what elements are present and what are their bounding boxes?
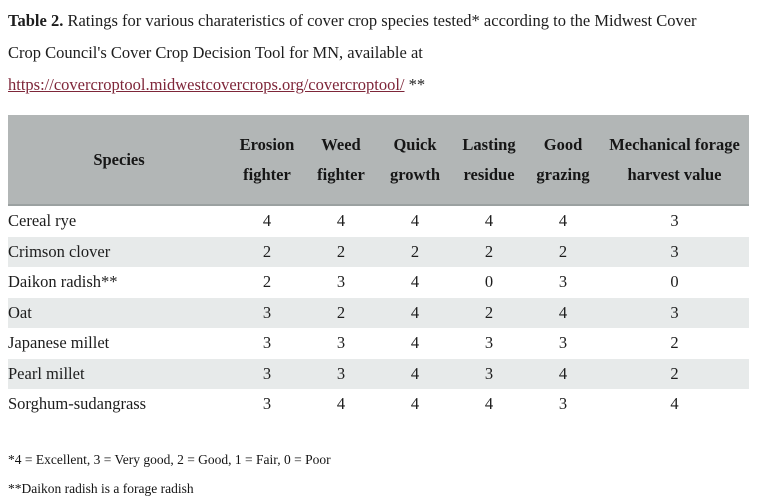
species-cell: Japanese millet [8,333,110,353]
table-row-cereal-rye: Cereal rye 4 4 4 4 4 3 [8,205,749,237]
rating-cell: 3 [558,272,568,292]
rating-cell: 4 [670,394,679,414]
rating-cell: 4 [484,211,494,231]
rating-cell: 0 [484,272,494,292]
rating-cell: 4 [336,394,346,414]
rating-cell: 3 [484,363,494,383]
caption-suffix: ** [404,75,426,94]
footnotes: *4 = Excellent, 3 = Very good, 2 = Good,… [8,445,756,500]
table-body: Cereal rye 4 4 4 4 4 3 Crimson clover 2 … [8,205,749,420]
footnote-daikon-radish: **Daikon radish is a forage radish [8,480,194,496]
rating-cell: 2 [336,241,346,261]
rating-cell: 2 [410,241,420,261]
col-header-erosion-fighter: Erosion fighter [230,115,304,206]
table-row-sorghum-sudangrass: Sorghum-sudangrass 3 4 4 4 3 4 [8,389,749,420]
species-cell: Crimson clover [8,241,111,261]
rating-cell: 2 [670,363,679,383]
rating-cell: 2 [484,241,494,261]
col-header-good-grazing: Good grazing [526,115,600,206]
rating-cell: 2 [670,333,679,353]
rating-cell: 2 [336,302,346,322]
rating-cell: 3 [336,333,346,353]
header-row: Species Erosion fighter Weed fighter Qui… [8,115,749,206]
table-row-japanese-millet: Japanese millet 3 3 4 3 3 2 [8,328,749,359]
table-header: Species Erosion fighter Weed fighter Qui… [8,115,749,206]
species-cell: Sorghum-sudangrass [8,394,147,414]
footnote-rating-scale: *4 = Excellent, 3 = Very good, 2 = Good,… [8,451,331,467]
col-header-lasting-residue: Lasting residue [452,115,526,206]
rating-cell: 3 [336,272,346,292]
species-cell: Daikon radish** [8,272,118,292]
rating-cell: 0 [670,272,679,292]
table-row-crimson-clover: Crimson clover 2 2 2 2 2 3 [8,236,749,267]
rating-cell: 3 [558,333,568,353]
rating-cell: 3 [262,302,272,322]
col-header-weed-fighter: Weed fighter [304,115,378,206]
table-caption: Table 2. Ratings for various charaterist… [8,5,732,101]
ratings-table: Species Erosion fighter Weed fighter Qui… [8,115,749,420]
rating-cell: 4 [410,302,420,322]
caption-text: Ratings for various charateristics of co… [8,11,697,62]
col-header-species: Species [8,115,230,206]
rating-cell: 3 [262,363,272,383]
rating-cell: 2 [262,241,272,261]
rating-cell: 3 [336,363,346,383]
rating-cell: 3 [558,394,568,414]
rating-cell: 3 [670,211,679,231]
table-row-oat: Oat 3 2 4 2 4 3 [8,297,749,328]
table-row-daikon-radish: Daikon radish** 2 3 4 0 3 0 [8,267,749,298]
col-header-quick-growth: Quick growth [378,115,452,206]
species-cell: Pearl millet [8,363,85,383]
rating-cell: 3 [262,394,272,414]
rating-cell: 4 [336,211,346,231]
rating-cell: 4 [410,211,420,231]
table-row-pearl-millet: Pearl millet 3 3 4 3 4 2 [8,358,749,389]
rating-cell: 2 [558,241,568,261]
col-header-mechanical-forage: Mechanical forage harvest value [600,115,749,206]
rating-cell: 4 [410,363,420,383]
rating-cell: 3 [670,302,679,322]
rating-cell: 4 [484,394,494,414]
rating-cell: 3 [484,333,494,353]
species-cell: Oat [8,302,32,322]
rating-cell: 3 [670,241,679,261]
caption-label: Table 2. [8,11,64,30]
rating-cell: 3 [262,333,272,353]
rating-cell: 2 [262,272,272,292]
rating-cell: 4 [558,211,568,231]
species-cell: Cereal rye [8,211,77,231]
rating-cell: 2 [484,302,494,322]
rating-cell: 4 [410,394,420,414]
rating-cell: 4 [410,272,420,292]
rating-cell: 4 [262,211,272,231]
rating-cell: 4 [558,363,568,383]
rating-cell: 4 [410,333,420,353]
covercroptool-link[interactable]: https://covercroptool.midwestcovercrops.… [8,75,405,94]
rating-cell: 4 [558,302,568,322]
